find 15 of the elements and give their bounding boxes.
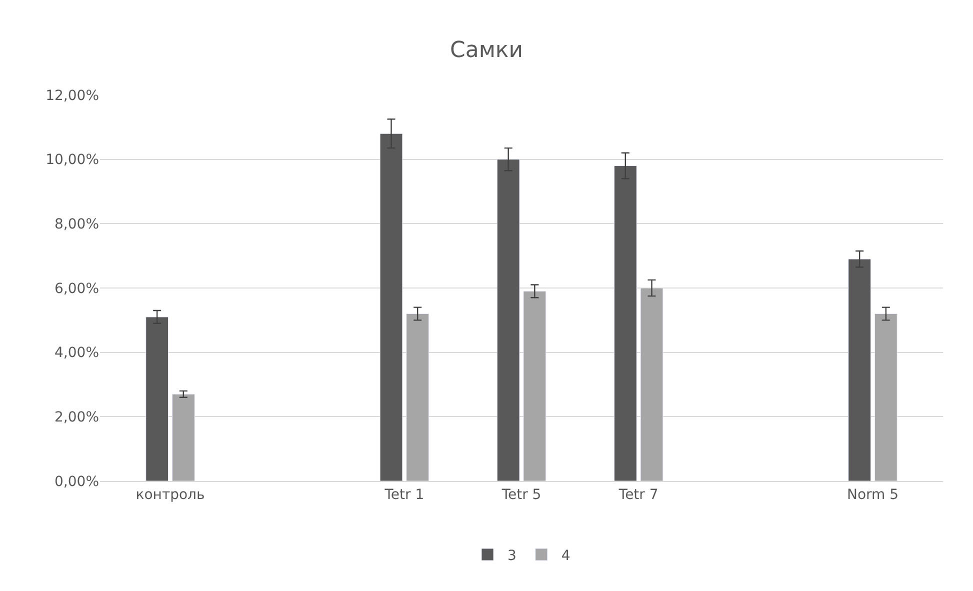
legend-label: 3	[508, 548, 516, 564]
x-tick-label: Tetr 1	[384, 486, 424, 503]
x-tick-label: Norm 5	[846, 486, 899, 503]
chart-title: Самки	[450, 38, 524, 63]
y-tick-label: 0,00%	[54, 474, 99, 490]
x-tick-label: контроль	[136, 486, 205, 503]
y-tick-label: 12,00%	[46, 88, 99, 104]
x-tick-label: Tetr 7	[618, 486, 658, 503]
y-tick-label: 4,00%	[54, 345, 99, 362]
legend-label: 4	[561, 548, 570, 564]
y-tick-label: 8,00%	[54, 216, 99, 233]
y-tick-label: 2,00%	[54, 410, 99, 426]
x-tick-label: Tetr 5	[500, 486, 542, 503]
y-tick-label: 10,00%	[46, 152, 99, 168]
y-tick-label: 6,00%	[54, 280, 99, 297]
